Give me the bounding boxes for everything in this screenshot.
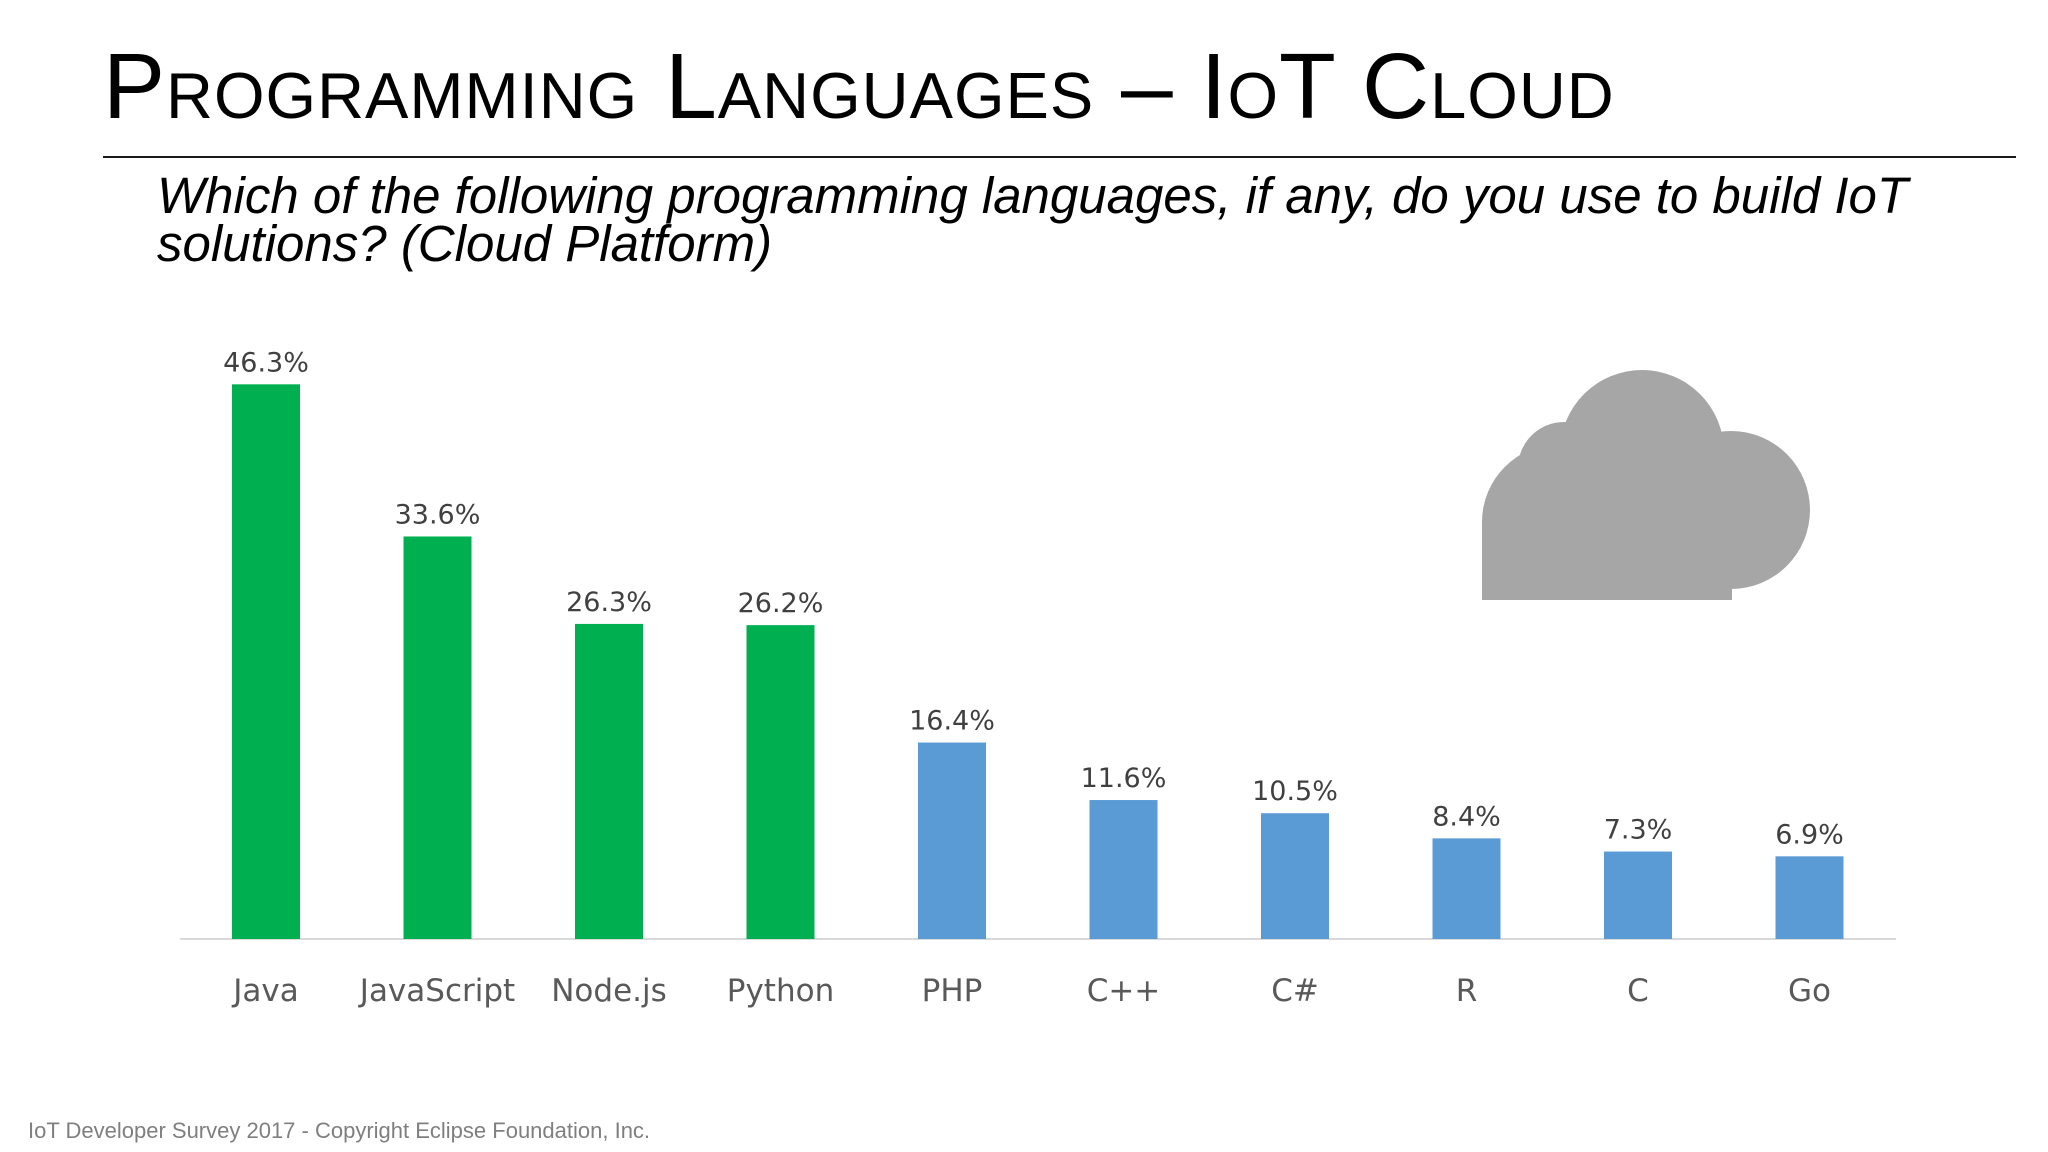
data-label-r: 8.4% — [1432, 801, 1501, 832]
x-tick-label-csharp: C# — [1271, 973, 1319, 1009]
x-tick-label-node-js: Node.js — [551, 973, 667, 1009]
bar-javascript — [403, 536, 472, 939]
x-tick-label-php: PHP — [922, 973, 983, 1009]
x-tick-label-go: Go — [1788, 973, 1831, 1009]
x-tick-label-python: Python — [727, 973, 834, 1009]
bars — [232, 384, 1844, 939]
bar-php — [918, 742, 986, 939]
chart-question: Which of the following programming langu… — [157, 167, 1909, 272]
copyright-footer: IoT Developer Survey 2017 - Copyright Ec… — [28, 1118, 651, 1143]
cloud-icon — [1482, 370, 1810, 600]
x-tick-label-cplusplus: C++ — [1087, 973, 1161, 1009]
bar-node-js — [575, 623, 643, 939]
x-tick-label-java: Java — [231, 973, 298, 1009]
x-tick-label-c: C — [1627, 973, 1649, 1009]
bar-python — [746, 625, 815, 939]
data-label-python: 26.2% — [738, 588, 824, 619]
data-label-php: 16.4% — [909, 706, 995, 737]
bar-r — [1432, 838, 1501, 939]
data-label-cplusplus: 11.6% — [1081, 763, 1167, 794]
data-label-java: 46.3% — [223, 347, 309, 378]
data-label-csharp: 10.5% — [1252, 776, 1338, 807]
x-tick-labels: Java JavaScript Node.js Python PHP C++ C# R C Go — [231, 973, 1831, 1009]
bar-c — [1604, 851, 1672, 939]
x-tick-label-r: R — [1456, 973, 1478, 1009]
title-divider — [103, 156, 2016, 158]
data-label-c: 7.3% — [1604, 815, 1673, 846]
bar-csharp — [1261, 813, 1329, 939]
bar-go — [1775, 856, 1844, 939]
data-label-go: 6.9% — [1775, 819, 1844, 850]
bar-java — [232, 384, 300, 939]
data-label-node-js: 26.3% — [566, 587, 652, 618]
slide-title: Programming Languages – IoT Cloud — [103, 34, 1615, 138]
data-label-javascript: 33.6% — [395, 499, 481, 530]
data-labels: 46.3% 33.6% 26.3% 26.2% 16.4% 11.6% 10.5% 8.4% 7… — [223, 347, 1844, 850]
x-tick-label-javascript: JavaScript — [358, 973, 515, 1009]
bar-cplusplus — [1089, 800, 1158, 939]
